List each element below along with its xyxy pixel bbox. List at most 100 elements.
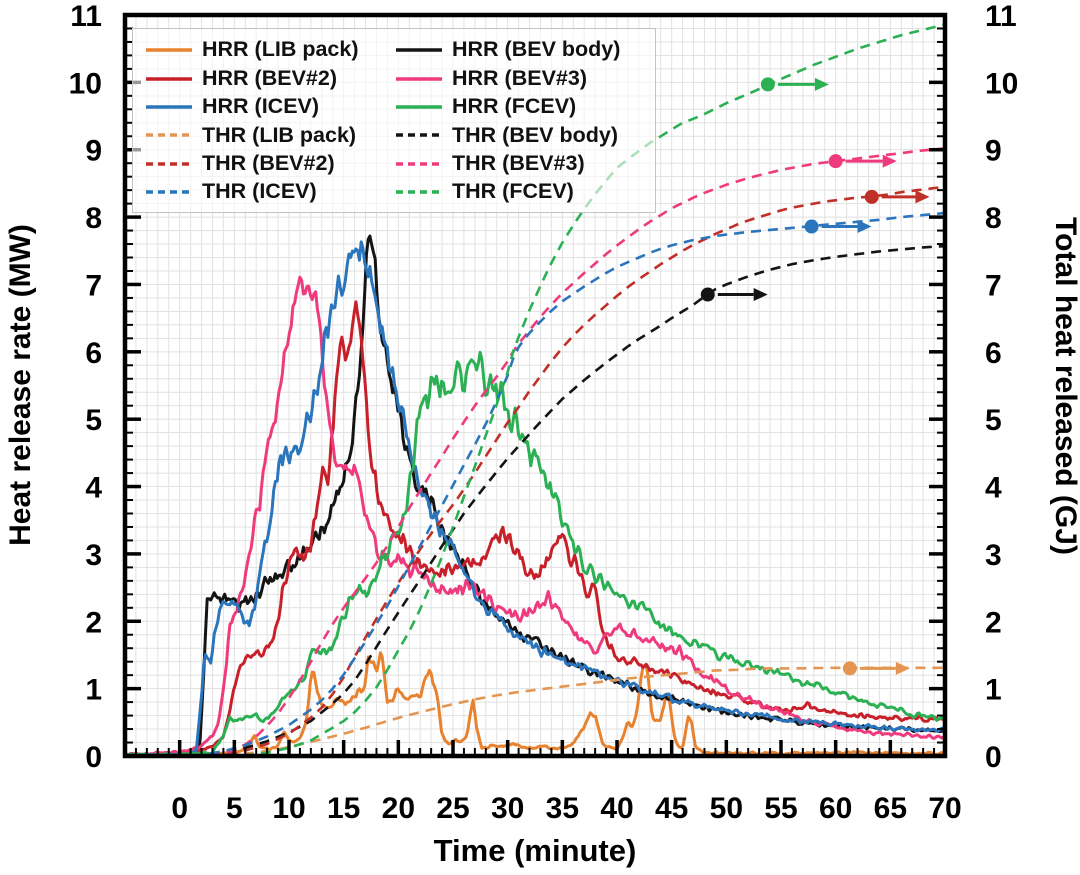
y-tick-label-right: 3 <box>985 539 1002 572</box>
x-tick-label: 45 <box>655 792 688 825</box>
legend-item-hrr-bev-2-: HRR (BEV#2) <box>145 65 395 90</box>
x-tick-label: 20 <box>382 792 415 825</box>
y-tick-label-right: 8 <box>985 202 1002 235</box>
legend-label: THR (BEV body) <box>452 122 619 147</box>
tick-labels: 0 5 10 15 20 25 30 35 40 45 50 55 60 65 700 01 12 23 34 45 5… <box>69 0 1019 825</box>
end-marker-thr-bev-3- <box>828 154 897 169</box>
series-line-thr-bev-body- <box>126 244 944 756</box>
right-axis-title: Total heat released (GJ) <box>1049 217 1080 555</box>
y-tick-label-left: 1 <box>85 674 102 707</box>
x-tick-label: 10 <box>272 792 305 825</box>
legend: HRR (LIB pack) HRR (BEV body) HRR (BEV#2) H… <box>132 28 656 214</box>
y-tick-label-right: 11 <box>985 0 1017 33</box>
x-tick-label: 40 <box>600 792 633 825</box>
y-tick-label-left: 10 <box>69 67 102 100</box>
y-tick-label-right: 1 <box>985 674 1002 707</box>
legend-label: HRR (BEV body) <box>452 37 621 62</box>
series-line-hrr-bev-2- <box>126 300 944 756</box>
legend-swatch-line-icon <box>396 162 442 166</box>
series-line-hrr-lib-pack- <box>126 651 944 756</box>
x-tick-label: 15 <box>327 792 360 825</box>
legend-swatch-line-icon <box>146 190 192 194</box>
legend-item-thr-lib-pack-: THR (LIB pack) <box>145 122 395 147</box>
x-tick-label: 25 <box>436 792 469 825</box>
legend-label: THR (ICEV) <box>202 179 317 204</box>
series-line-thr-fcev- <box>126 23 944 756</box>
y-tick-label-right: 10 <box>985 67 1018 100</box>
x-tick-label: 60 <box>819 792 852 825</box>
legend-swatch-line-icon <box>146 105 192 109</box>
y-tick-label-right: 2 <box>985 606 1002 639</box>
x-tick-label: 5 <box>226 792 243 825</box>
legend-swatch-line-icon <box>146 162 192 166</box>
y-tick-label-left: 8 <box>85 202 102 235</box>
legend-swatch-line-icon <box>396 48 442 52</box>
legend-swatch-line-icon <box>396 133 442 138</box>
legend-item-thr-bev-body-: THR (BEV body) <box>395 122 647 147</box>
legend-label: HRR (LIB pack) <box>202 37 359 62</box>
series-line-thr-bev-2- <box>126 185 944 756</box>
legend-swatch-line-icon <box>396 76 442 81</box>
series-line-thr-lib-pack- <box>126 666 944 756</box>
legend-item-hrr-icev-: HRR (ICEV) <box>145 96 395 118</box>
y-tick-label-left: 7 <box>85 269 102 302</box>
x-tick-label: 70 <box>928 792 961 825</box>
legend-item-thr-bev-2-: THR (BEV#2) <box>145 151 395 175</box>
end-marker-thr-fcev- <box>760 77 829 92</box>
legend-swatch-line-icon <box>146 133 192 138</box>
y-tick-label-right: 6 <box>985 337 1002 370</box>
legend-item-hrr-lib-pack-: HRR (LIB pack) <box>145 39 395 61</box>
series-line-thr-icev- <box>126 211 944 756</box>
end-marker-thr-lib-pack- <box>842 661 910 676</box>
y-tick-label-left: 4 <box>85 472 102 505</box>
y-tick-label-right: 4 <box>985 472 1002 505</box>
end-marker-thr-icev- <box>804 219 872 234</box>
legend-item-hrr-fcev-: HRR (FCEV) <box>395 96 647 118</box>
end-of-test-markers <box>700 77 930 676</box>
y-tick-label-right: 9 <box>985 135 1002 168</box>
legend-item-thr-fcev-: THR (FCEV) <box>395 181 647 203</box>
series-line-hrr-fcev- <box>126 350 944 756</box>
legend-label: THR (LIB pack) <box>202 122 357 147</box>
legend-label: HRR (ICEV) <box>202 94 320 119</box>
legend-item-hrr-bev-body-: HRR (BEV body) <box>395 39 647 61</box>
y-tick-label-left: 3 <box>85 539 102 572</box>
y-tick-label-left: 5 <box>85 404 102 437</box>
y-tick-label-left: 9 <box>85 135 102 168</box>
legend-swatch-line-icon <box>146 76 192 81</box>
x-tick-label: 55 <box>764 792 797 825</box>
series-line-hrr-icev- <box>126 240 944 756</box>
series-line-hrr-bev-body- <box>126 234 944 756</box>
y-tick-label-left: 0 <box>85 741 102 774</box>
y-tick-label-right: 0 <box>985 741 1002 774</box>
legend-label: THR (FCEV) <box>452 179 574 204</box>
left-axis-title: Heat release rate (MW) <box>4 224 37 546</box>
x-tick-label: 30 <box>491 792 524 825</box>
legend-item-hrr-bev-3-: HRR (BEV#3) <box>395 65 647 90</box>
y-tick-label-right: 5 <box>985 404 1002 437</box>
legend-label: HRR (BEV#2) <box>202 65 337 90</box>
x-tick-label: 65 <box>874 792 907 825</box>
legend-swatch-line-icon <box>396 105 442 109</box>
legend-swatch-line-icon <box>146 48 192 52</box>
axes-frame <box>122 12 948 759</box>
y-tick-label-left: 2 <box>85 606 102 639</box>
legend-label: HRR (FCEV) <box>452 94 577 119</box>
x-tick-label: 50 <box>710 792 743 825</box>
legend-item-thr-icev-: THR (ICEV) <box>145 181 395 203</box>
y-tick-label-right: 7 <box>985 269 1002 302</box>
y-tick-label-left: 6 <box>85 337 102 370</box>
legend-item-thr-bev-3-: THR (BEV#3) <box>395 151 647 175</box>
legend-swatch-line-icon <box>396 190 442 194</box>
end-marker-thr-bev-body- <box>700 287 768 302</box>
x-axis-title: Time (minute) <box>434 833 637 868</box>
x-tick-label: 0 <box>171 792 188 825</box>
end-marker-thr-bev-2- <box>864 189 930 204</box>
legend-label: THR (BEV#2) <box>202 151 335 175</box>
y-tick-label-left: 11 <box>70 0 102 33</box>
legend-label: HRR (BEV#3) <box>452 65 587 90</box>
legend-label: THR (BEV#3) <box>452 151 585 175</box>
x-tick-label: 35 <box>546 792 579 825</box>
series-line-thr-bev-3- <box>126 147 944 756</box>
